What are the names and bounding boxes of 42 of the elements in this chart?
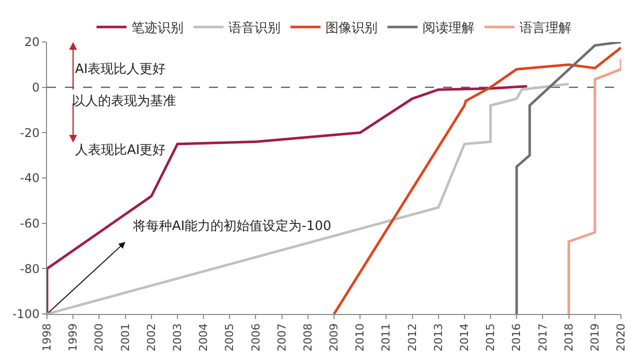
x-tick-label: 2000: [92, 323, 106, 352]
x-tick-label: 1999: [66, 323, 80, 352]
x-tick-label: 2010: [354, 323, 367, 352]
legend-label: 语音识别: [228, 21, 280, 36]
line-series: [568, 58, 621, 314]
x-tick-label: 2005: [223, 323, 236, 352]
annotation: 将每种AI能力的初始值设定为-100: [132, 219, 332, 234]
x-tick-label: 2020: [614, 323, 628, 352]
ref-line-label: 以人的表现为基准: [72, 94, 176, 109]
legend-label: 阅读理解: [422, 21, 474, 36]
x-tick-label: 2011: [380, 323, 393, 352]
y-tick-label: -100: [12, 307, 40, 322]
y-tick-label: -60: [20, 216, 40, 231]
x-tick-label: 2009: [328, 323, 341, 352]
y-tick-label: -40: [20, 171, 40, 186]
line-series: [515, 42, 621, 314]
legend-label: 笔迹识别: [132, 20, 184, 36]
y-tick-label: -20: [20, 126, 40, 140]
legend-label: 图像识别: [326, 21, 378, 36]
x-tick-label: 2003: [171, 323, 184, 352]
x-tick-label: 2016: [510, 323, 524, 352]
x-tick-label: 2004: [197, 323, 210, 352]
x-tick-label: 2019: [588, 323, 602, 352]
x-tick-label: 2015: [484, 323, 498, 352]
x-tick-label: 2014: [458, 323, 472, 352]
y-tick-label: 0: [32, 80, 40, 95]
line-series: [332, 46, 621, 314]
x-tick-label: 1998: [40, 323, 54, 352]
x-tick-label: 2008: [301, 323, 314, 352]
x-tick-label: 2013: [432, 323, 445, 352]
annotation: 人表现比AI更好: [75, 143, 166, 158]
x-tick-label: 2018: [562, 323, 576, 352]
annotation: AI表现比人更好: [75, 62, 166, 77]
x-tick-label: 2006: [249, 323, 262, 352]
y-tick-label: -80: [20, 262, 40, 276]
x-tick-label: 2002: [144, 323, 158, 352]
y-tick-label: 20: [24, 35, 40, 50]
x-tick-label: 2012: [406, 323, 419, 352]
legend-label: 语言理解: [520, 20, 572, 36]
x-tick-label: 2017: [536, 323, 550, 352]
x-tick-label: 2007: [275, 323, 288, 352]
x-tick-label: 2001: [118, 323, 132, 352]
